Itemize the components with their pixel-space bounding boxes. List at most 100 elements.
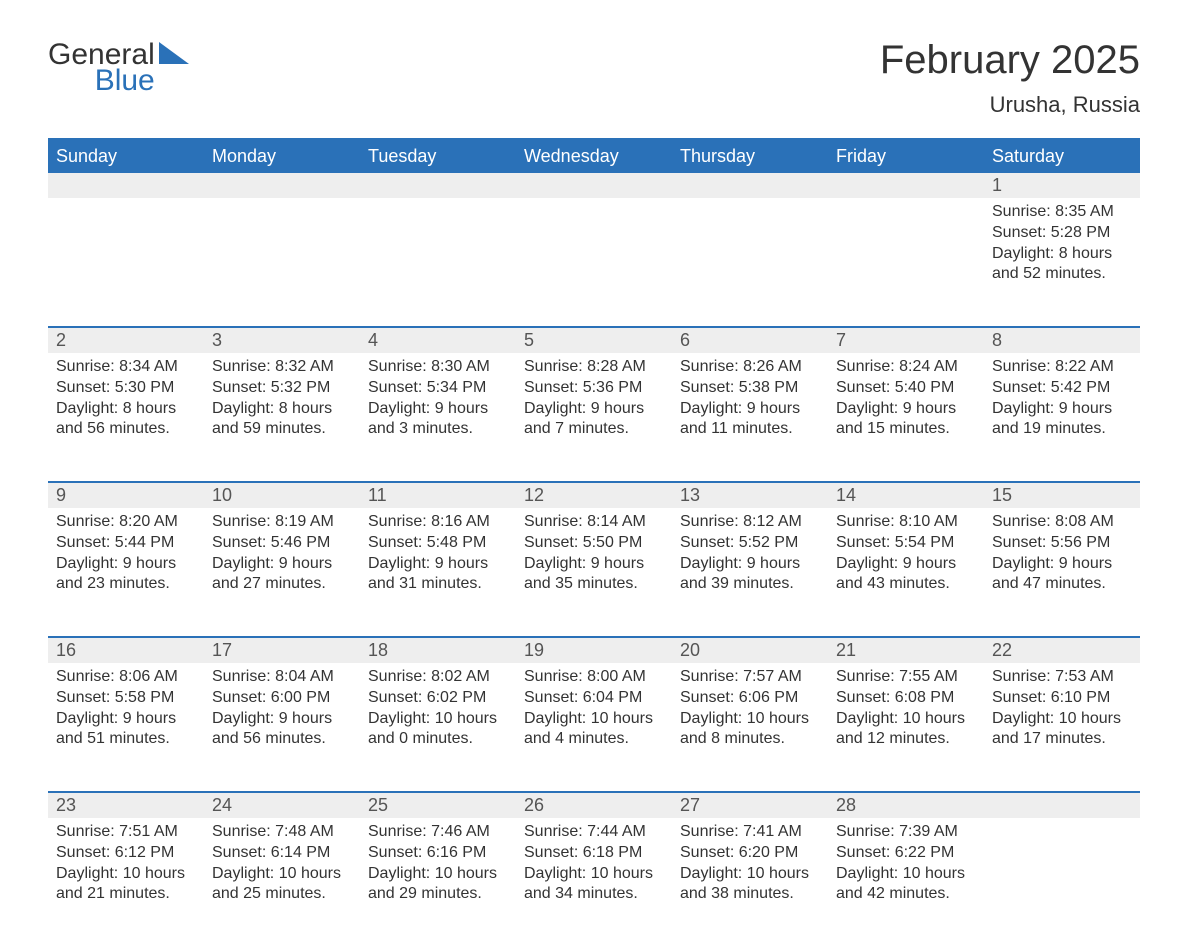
- day-dl1: Daylight: 9 hours: [992, 399, 1132, 420]
- week-row: Sunrise: 8:20 AMSunset: 5:44 PM Daylight:…: [48, 508, 1140, 636]
- day-number: [48, 173, 204, 198]
- day-sunrise: Sunrise: 8:16 AM: [368, 512, 508, 533]
- day-dl2: and 15 minutes.: [836, 419, 976, 440]
- day-sunrise: Sunrise: 7:41 AM: [680, 822, 820, 843]
- day-header: Friday: [828, 140, 984, 173]
- day-sunset: Sunset: 5:54 PM: [836, 533, 976, 554]
- day-number: 14: [828, 483, 984, 508]
- day-number: 16: [48, 638, 204, 663]
- day-dl2: and 34 minutes.: [524, 884, 664, 905]
- day-dl1: Daylight: 8 hours: [56, 399, 196, 420]
- day-cell: Sunrise: 8:30 AMSunset: 5:34 PMDaylight:…: [360, 353, 516, 481]
- day-cell: Sunrise: 8:19 AMSunset: 5:46 PMDaylight:…: [204, 508, 360, 636]
- day-sunrise: Sunrise: 8:04 AM: [212, 667, 352, 688]
- day-sunset: Sunset: 5:32 PM: [212, 378, 352, 399]
- day-sunset: Sunset: 5:48 PM: [368, 533, 508, 554]
- day-header-row: SundayMondayTuesdayWednesdayThursdayFrid…: [48, 138, 1140, 173]
- day-header: Sunday: [48, 140, 204, 173]
- day-sunset: Sunset: 6:04 PM: [524, 688, 664, 709]
- day-dl2: and 59 minutes.: [212, 419, 352, 440]
- day-sunset: Sunset: 6:18 PM: [524, 843, 664, 864]
- day-number: [204, 173, 360, 198]
- day-dl2: and 56 minutes.: [212, 729, 352, 750]
- day-sunset: Sunset: 5:50 PM: [524, 533, 664, 554]
- day-dl1: Daylight: 10 hours: [368, 864, 508, 885]
- day-cell: Sunrise: 8:32 AMSunset: 5:32 PMDaylight:…: [204, 353, 360, 481]
- day-cell: Sunrise: 7:41 AMSunset: 6:20 PMDaylight:…: [672, 818, 828, 946]
- day-sunrise: Sunrise: 8:32 AM: [212, 357, 352, 378]
- daynum-strip: 2345678: [48, 326, 1140, 353]
- day-number: 20: [672, 638, 828, 663]
- day-cell: [672, 198, 828, 326]
- day-cell: [48, 198, 204, 326]
- day-dl1: Daylight: 9 hours: [836, 554, 976, 575]
- day-dl1: Daylight: 9 hours: [212, 709, 352, 730]
- day-cell: Sunrise: 7:53 AMSunset: 6:10 PMDaylight:…: [984, 663, 1140, 791]
- day-dl1: Daylight: 10 hours: [836, 864, 976, 885]
- day-number: 5: [516, 328, 672, 353]
- day-sunset: Sunset: 5:58 PM: [56, 688, 196, 709]
- page-title: February 2025: [880, 40, 1140, 80]
- day-number: [984, 793, 1140, 818]
- day-dl2: and 19 minutes.: [992, 419, 1132, 440]
- day-dl2: and 23 minutes.: [56, 574, 196, 595]
- day-dl1: Daylight: 8 hours: [992, 244, 1132, 265]
- day-sunrise: Sunrise: 8:08 AM: [992, 512, 1132, 533]
- day-number: 17: [204, 638, 360, 663]
- day-cell: Sunrise: 7:46 AMSunset: 6:16 PMDaylight:…: [360, 818, 516, 946]
- day-dl2: and 51 minutes.: [56, 729, 196, 750]
- day-sunset: Sunset: 5:46 PM: [212, 533, 352, 554]
- day-sunrise: Sunrise: 8:02 AM: [368, 667, 508, 688]
- day-cell: Sunrise: 8:10 AMSunset: 5:54 PMDaylight:…: [828, 508, 984, 636]
- day-header: Wednesday: [516, 140, 672, 173]
- day-sunset: Sunset: 5:44 PM: [56, 533, 196, 554]
- day-dl1: Daylight: 9 hours: [836, 399, 976, 420]
- day-dl1: Daylight: 9 hours: [368, 554, 508, 575]
- day-sunset: Sunset: 6:14 PM: [212, 843, 352, 864]
- day-dl2: and 56 minutes.: [56, 419, 196, 440]
- day-sunset: Sunset: 6:20 PM: [680, 843, 820, 864]
- day-sunset: Sunset: 5:30 PM: [56, 378, 196, 399]
- day-sunrise: Sunrise: 7:53 AM: [992, 667, 1132, 688]
- calendar: SundayMondayTuesdayWednesdayThursdayFrid…: [48, 138, 1140, 946]
- day-dl2: and 21 minutes.: [56, 884, 196, 905]
- day-cell: Sunrise: 8:16 AMSunset: 5:48 PMDaylight:…: [360, 508, 516, 636]
- day-dl1: Daylight: 10 hours: [680, 709, 820, 730]
- day-header: Tuesday: [360, 140, 516, 173]
- day-sunrise: Sunrise: 8:20 AM: [56, 512, 196, 533]
- day-sunset: Sunset: 5:52 PM: [680, 533, 820, 554]
- day-dl1: Daylight: 9 hours: [212, 554, 352, 575]
- day-cell: Sunrise: 7:51 AMSunset: 6:12 PMDaylight:…: [48, 818, 204, 946]
- day-number: 22: [984, 638, 1140, 663]
- day-sunrise: Sunrise: 8:30 AM: [368, 357, 508, 378]
- day-sunset: Sunset: 5:38 PM: [680, 378, 820, 399]
- day-dl1: Daylight: 10 hours: [992, 709, 1132, 730]
- week-row: Sunrise: 8:34 AMSunset: 5:30 PMDaylight:…: [48, 353, 1140, 481]
- day-number: 9: [48, 483, 204, 508]
- week-row: Sunrise: 8:06 AMSunset: 5:58 PMDaylight:…: [48, 663, 1140, 791]
- day-dl2: and 11 minutes.: [680, 419, 820, 440]
- day-sunrise: Sunrise: 8:28 AM: [524, 357, 664, 378]
- day-dl2: and 4 minutes.: [524, 729, 664, 750]
- day-sunrise: Sunrise: 7:39 AM: [836, 822, 976, 843]
- day-number: [672, 173, 828, 198]
- logo: General Blue: [48, 40, 189, 96]
- week-row: Sunrise: 8:35 AMSunset: 5:28 PMDaylight:…: [48, 198, 1140, 326]
- day-number: 19: [516, 638, 672, 663]
- day-number: 28: [828, 793, 984, 818]
- day-sunset: Sunset: 5:36 PM: [524, 378, 664, 399]
- day-dl2: and 29 minutes.: [368, 884, 508, 905]
- day-sunset: Sunset: 5:42 PM: [992, 378, 1132, 399]
- logo-text: General Blue: [48, 40, 155, 96]
- day-number: 21: [828, 638, 984, 663]
- day-dl2: and 25 minutes.: [212, 884, 352, 905]
- day-sunrise: Sunrise: 7:48 AM: [212, 822, 352, 843]
- day-sunrise: Sunrise: 8:10 AM: [836, 512, 976, 533]
- day-number: 23: [48, 793, 204, 818]
- day-number: 8: [984, 328, 1140, 353]
- day-cell: Sunrise: 7:57 AMSunset: 6:06 PMDaylight:…: [672, 663, 828, 791]
- day-cell: [828, 198, 984, 326]
- day-dl2: and 39 minutes.: [680, 574, 820, 595]
- day-dl2: and 7 minutes.: [524, 419, 664, 440]
- day-cell: Sunrise: 7:44 AMSunset: 6:18 PMDaylight:…: [516, 818, 672, 946]
